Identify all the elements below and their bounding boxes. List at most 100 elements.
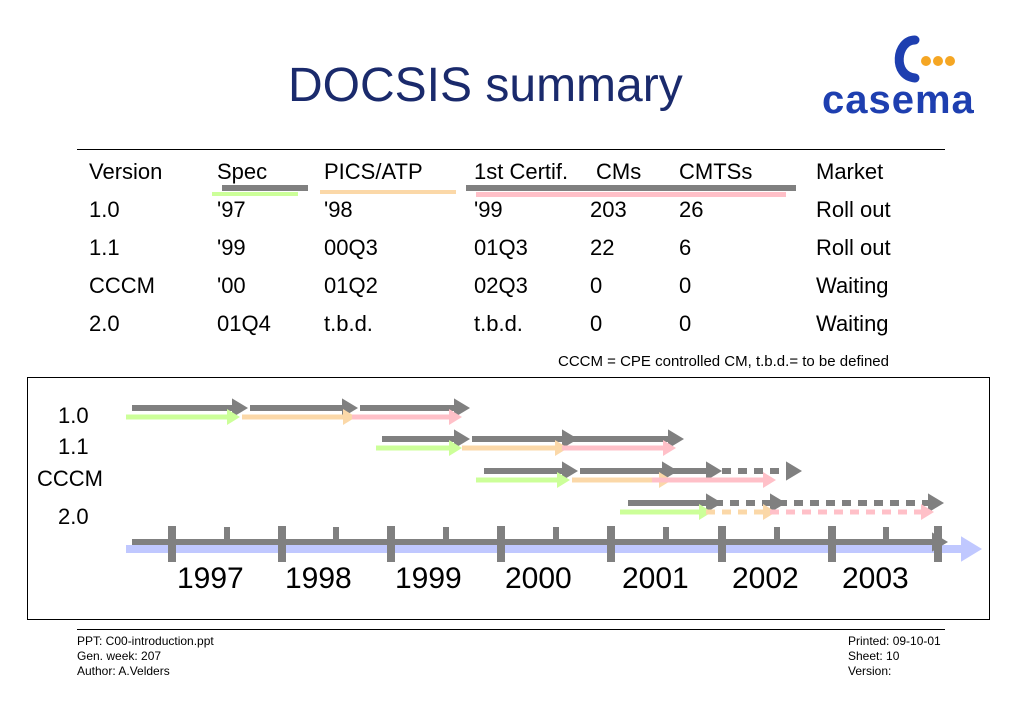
year-1997: 1997 [177, 562, 244, 595]
timeline-tick [224, 527, 230, 544]
table-cell: 0 [679, 273, 692, 298]
underline-pics [320, 190, 456, 194]
timeline-tick [168, 526, 176, 562]
year-1999: 1999 [395, 562, 462, 595]
timeline-box [27, 377, 990, 620]
footer-gen-week: Gen. week: 207 [77, 649, 162, 663]
table-cell: 01Q3 [474, 235, 528, 260]
header-pics-atp: PICS/ATP [324, 159, 423, 184]
timeline-tick [663, 527, 669, 544]
arrow-2-0-certif-dash [706, 504, 776, 520]
underline-spec-green [212, 192, 298, 196]
year-2001: 2001 [622, 562, 689, 595]
footer-version: Version: [848, 664, 892, 678]
arrow-cccm-spec3-dash [722, 461, 802, 481]
table-cell: 1.1 [89, 235, 120, 260]
header-cmtss: CMTSs [679, 159, 753, 184]
year-1998: 1998 [285, 562, 352, 595]
arrow-1-1-spec [382, 429, 470, 449]
timeline-tick [934, 526, 942, 562]
arrow-1-0-spec [132, 398, 248, 418]
table-cell: 6 [679, 235, 692, 260]
timeline-tick [553, 527, 559, 544]
arrow-cccm-pics [476, 472, 570, 488]
table-cell: '99 [474, 197, 503, 222]
timeline-label-2-0: 2.0 [58, 504, 89, 529]
arrow-cccm-spec3 [662, 461, 722, 481]
timeline-label-cccm: CCCM [37, 466, 103, 491]
logo-text: casema [822, 78, 975, 122]
header-version: Version [89, 159, 163, 184]
arrow-1-0-spec3 [360, 398, 470, 418]
arrow-2-0-spec3-dash [778, 493, 944, 513]
timeline-tick [278, 526, 286, 562]
header-market: Market [816, 159, 884, 184]
arrow-2-0-pics [620, 504, 712, 520]
timeline-tick [883, 527, 889, 544]
arrow-1-0-pics [126, 409, 240, 425]
header-cms: CMs [596, 159, 642, 184]
underline-spec-grey [222, 185, 308, 191]
arrow-1-1-pics [376, 440, 462, 456]
footer-ppt: PPT: C00-introduction.ppt [77, 634, 214, 648]
table-cell: CCCM [89, 273, 155, 298]
footer-left: PPT: C00-introduction.ppt Gen. week: 207… [77, 634, 214, 679]
table-cell: t.b.d. [474, 311, 523, 336]
table-cell: 22 [590, 235, 615, 260]
timeline-tick [497, 526, 505, 562]
logo-mark [894, 35, 955, 83]
table-cell: Waiting [816, 273, 889, 298]
footer-printed: Printed: 09-10-01 [848, 634, 941, 648]
table-cell: Roll out [816, 197, 891, 222]
abbreviation-note: CCCM = CPE controlled CM, t.b.d.= to be … [558, 353, 889, 370]
arrow-1-1-certif [462, 440, 568, 456]
table-top-rule [77, 149, 945, 150]
table-cell: 26 [679, 197, 704, 222]
arrow-cccm-spec [484, 461, 578, 481]
table-cell: Waiting [816, 311, 889, 336]
timeline-axis [126, 536, 982, 562]
underline-certif [476, 192, 786, 197]
casema-logo: casema [822, 34, 997, 126]
table-cell: '00 [217, 273, 246, 298]
underline-cmtss [466, 185, 796, 191]
year-2000: 2000 [505, 562, 572, 595]
timeline-tick [828, 526, 836, 562]
table-cell: Roll out [816, 235, 891, 260]
table-cell: 0 [590, 311, 603, 336]
timeline-label-1-1: 1.1 [58, 434, 89, 459]
timeline-label-1-0: 1.0 [58, 403, 89, 428]
arrow-2-0-market-dash [770, 504, 934, 520]
footer-sheet: Sheet: 10 [848, 649, 900, 663]
table-cell: '98 [324, 197, 353, 222]
arrow-1-1-spec3 [570, 429, 684, 449]
table-cell: t.b.d. [324, 311, 373, 336]
table-cell: 02Q3 [474, 273, 528, 298]
arrow-1-0-market [352, 409, 462, 425]
table-cell: 0 [590, 273, 603, 298]
year-2003: 2003 [842, 562, 909, 595]
table-cell: 1.0 [89, 197, 120, 222]
table-cell: 01Q2 [324, 273, 378, 298]
footer-right: Printed: 09-10-01 Sheet: 10 Version: [848, 634, 941, 679]
timeline-tick [718, 526, 726, 562]
table-cell: 0 [679, 311, 692, 336]
page-title: DOCSIS summary [288, 59, 683, 112]
year-2002: 2002 [732, 562, 799, 595]
timeline-tick [387, 526, 395, 562]
footer-rule [77, 629, 945, 630]
timeline-tick [607, 526, 615, 562]
timeline-tick [333, 527, 339, 544]
header-1st-certif: 1st Certif. [474, 159, 569, 184]
footer-author: Author: A.Velders [77, 664, 170, 678]
arrow-1-0-certif [242, 409, 356, 425]
arrow-cccm-market [652, 472, 776, 488]
table-cell: 2.0 [89, 311, 120, 336]
timeline-tick [443, 527, 449, 544]
timeline-tick [774, 527, 780, 544]
table-cell: '97 [217, 197, 246, 222]
header-spec: Spec [217, 159, 268, 184]
table-cell: 00Q3 [324, 235, 378, 260]
